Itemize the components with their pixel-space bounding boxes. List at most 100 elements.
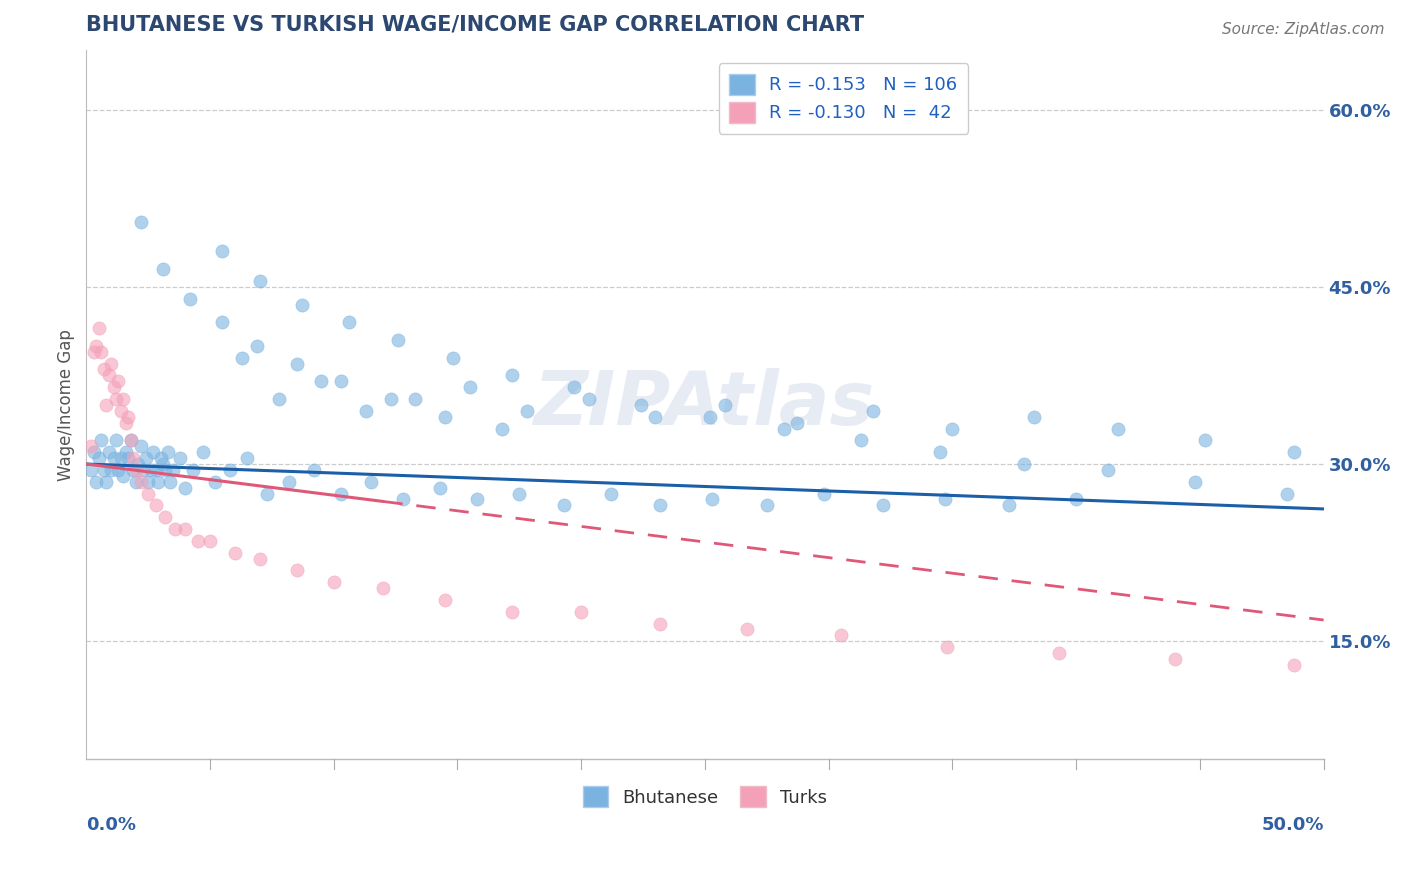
Point xyxy=(998,499,1021,513)
Point xyxy=(404,392,426,406)
Point xyxy=(302,463,325,477)
Point xyxy=(84,339,107,353)
Point xyxy=(434,409,457,424)
Point xyxy=(337,315,360,329)
Point xyxy=(872,499,894,513)
Point xyxy=(83,445,105,459)
Point xyxy=(387,333,409,347)
Point xyxy=(441,351,464,365)
Point xyxy=(322,575,344,590)
Point xyxy=(191,445,214,459)
Point xyxy=(117,409,139,424)
Point xyxy=(1064,492,1087,507)
Point xyxy=(90,344,112,359)
Point xyxy=(285,357,308,371)
Point xyxy=(100,357,122,371)
Point xyxy=(330,486,353,500)
Legend: Bhutanese, Turks: Bhutanese, Turks xyxy=(575,779,834,814)
Point xyxy=(735,623,758,637)
Point xyxy=(458,380,481,394)
Point xyxy=(501,368,523,383)
Point xyxy=(165,522,187,536)
Point xyxy=(1107,421,1129,435)
Point xyxy=(159,475,181,489)
Point xyxy=(849,434,872,448)
Point xyxy=(1184,475,1206,489)
Point xyxy=(562,380,585,394)
Point xyxy=(330,374,353,388)
Point xyxy=(120,434,142,448)
Point xyxy=(94,398,117,412)
Point xyxy=(249,274,271,288)
Point xyxy=(97,445,120,459)
Point xyxy=(941,421,963,435)
Point xyxy=(713,398,735,412)
Point xyxy=(122,451,145,466)
Point xyxy=(702,492,724,507)
Point xyxy=(269,392,291,406)
Point xyxy=(155,510,177,524)
Point xyxy=(139,463,162,477)
Point xyxy=(650,499,672,513)
Point xyxy=(465,492,488,507)
Point xyxy=(291,297,314,311)
Point xyxy=(630,398,652,412)
Point xyxy=(125,463,148,477)
Point xyxy=(773,421,796,435)
Point xyxy=(1022,409,1045,424)
Point xyxy=(93,463,115,477)
Point xyxy=(103,380,125,394)
Point xyxy=(862,404,884,418)
Point xyxy=(198,533,221,548)
Point xyxy=(84,475,107,489)
Point xyxy=(156,445,179,459)
Point xyxy=(231,351,253,365)
Text: BHUTANESE VS TURKISH WAGE/INCOME GAP CORRELATION CHART: BHUTANESE VS TURKISH WAGE/INCOME GAP COR… xyxy=(86,15,865,35)
Point xyxy=(1047,646,1070,660)
Point xyxy=(650,616,672,631)
Point xyxy=(934,492,956,507)
Point xyxy=(830,628,852,642)
Point xyxy=(278,475,301,489)
Point xyxy=(112,392,135,406)
Point xyxy=(122,463,145,477)
Point xyxy=(246,339,269,353)
Point xyxy=(1012,457,1035,471)
Point xyxy=(936,640,959,655)
Point xyxy=(354,404,377,418)
Text: 0.0%: 0.0% xyxy=(86,816,136,834)
Point xyxy=(380,392,402,406)
Point xyxy=(107,463,129,477)
Point xyxy=(97,368,120,383)
Point xyxy=(249,551,271,566)
Point xyxy=(311,374,333,388)
Point xyxy=(136,475,159,489)
Point xyxy=(1282,445,1305,459)
Point xyxy=(152,262,174,277)
Point xyxy=(256,486,278,500)
Point xyxy=(155,463,177,477)
Point xyxy=(80,439,103,453)
Point xyxy=(83,344,105,359)
Point xyxy=(100,463,122,477)
Point xyxy=(516,404,538,418)
Point xyxy=(115,416,138,430)
Point xyxy=(132,463,155,477)
Point xyxy=(1164,652,1187,666)
Point xyxy=(179,292,201,306)
Point xyxy=(94,475,117,489)
Point xyxy=(285,563,308,577)
Text: Source: ZipAtlas.com: Source: ZipAtlas.com xyxy=(1222,22,1385,37)
Point xyxy=(174,481,197,495)
Point xyxy=(87,321,110,335)
Point xyxy=(145,463,167,477)
Point xyxy=(1194,434,1216,448)
Point xyxy=(103,451,125,466)
Y-axis label: Wage/Income Gap: Wage/Income Gap xyxy=(58,329,75,481)
Point xyxy=(87,451,110,466)
Point xyxy=(169,451,191,466)
Point xyxy=(211,244,233,259)
Point xyxy=(181,463,204,477)
Point xyxy=(146,475,169,489)
Point xyxy=(813,486,835,500)
